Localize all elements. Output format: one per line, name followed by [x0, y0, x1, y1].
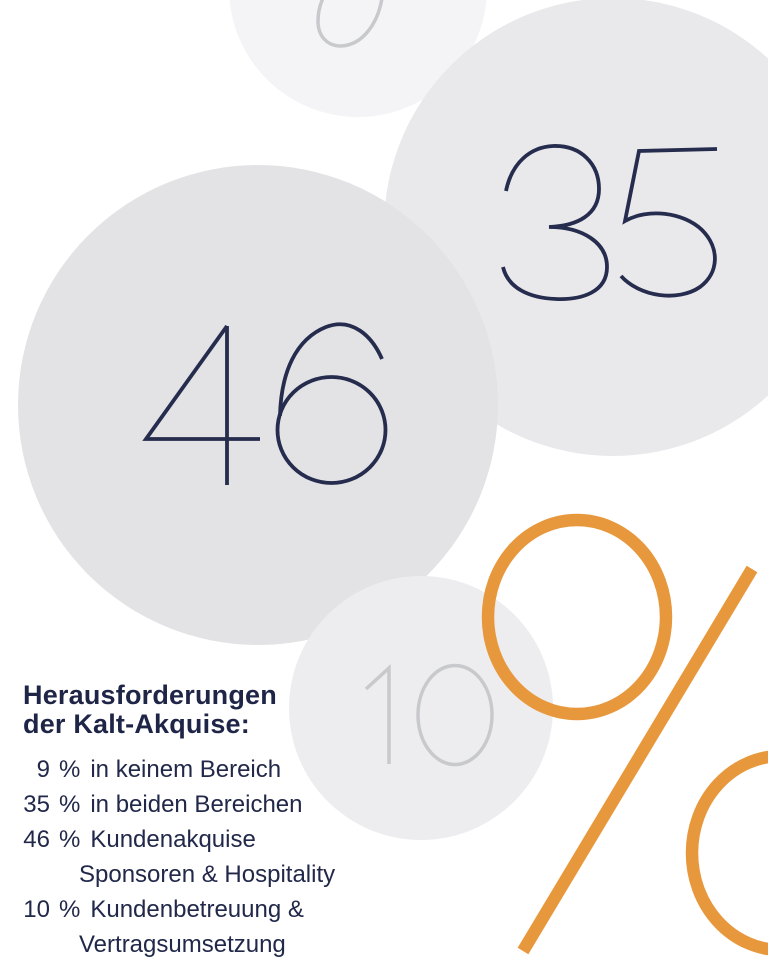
- legend-label: in beiden Bereichen: [90, 791, 303, 818]
- legend-title-line-1: Herausforderungen: [23, 680, 277, 710]
- legend-row-9: 9 % in keinem Bereich: [23, 752, 383, 787]
- legend-label: Kundenakquise: [90, 826, 256, 853]
- legend-block: Herausforderungen der Kalt-Akquise: 9 % …: [23, 681, 383, 962]
- legend-row-46-continuation: Sponsoren & Hospitality: [23, 857, 383, 892]
- legend-value: 9: [36, 756, 50, 783]
- figure-10-digits: [364, 663, 494, 767]
- percent-sign: %: [59, 756, 81, 783]
- percent-symbol: [481, 513, 768, 956]
- bubble-9-circle: [229, 0, 487, 117]
- percent-bottom-ring: [685, 750, 768, 956]
- legend-value: 35: [23, 791, 50, 818]
- legend-rows: 9 % in keinem Bereich 35 % in beiden Ber…: [23, 752, 383, 962]
- legend-value: 46: [23, 826, 50, 853]
- percent-top-ring: [481, 513, 673, 721]
- bubble-46-circle: [18, 165, 498, 645]
- legend-label: in keinem Bereich: [90, 756, 282, 783]
- legend-row-46: 46 % Kundenakquise: [23, 822, 383, 857]
- percent-sign: %: [59, 791, 81, 818]
- legend-title: Herausforderungen der Kalt-Akquise:: [23, 681, 383, 739]
- legend-row-10: 10 % Kundenbetreuung &: [23, 892, 383, 927]
- legend-row-10-continuation: Vertragsumsetzung: [23, 927, 383, 962]
- legend-label-continuation: Sponsoren & Hospitality: [79, 861, 336, 888]
- figure-9-digit: [316, 0, 384, 48]
- legend-title-line-2: der Kalt-Akquise:: [23, 709, 250, 739]
- percent-sign: %: [59, 826, 81, 853]
- legend-value: 10: [23, 896, 50, 923]
- figure-46-digits: [142, 322, 388, 485]
- percent-slash: [517, 565, 758, 955]
- percent-sign: %: [59, 896, 81, 923]
- legend-label: Kundenbetreuung &: [90, 896, 304, 923]
- legend-row-35: 35 % in beiden Bereichen: [23, 787, 383, 822]
- legend-label-continuation: Vertragsumsetzung: [79, 931, 286, 958]
- figure-35-digits: [501, 144, 718, 301]
